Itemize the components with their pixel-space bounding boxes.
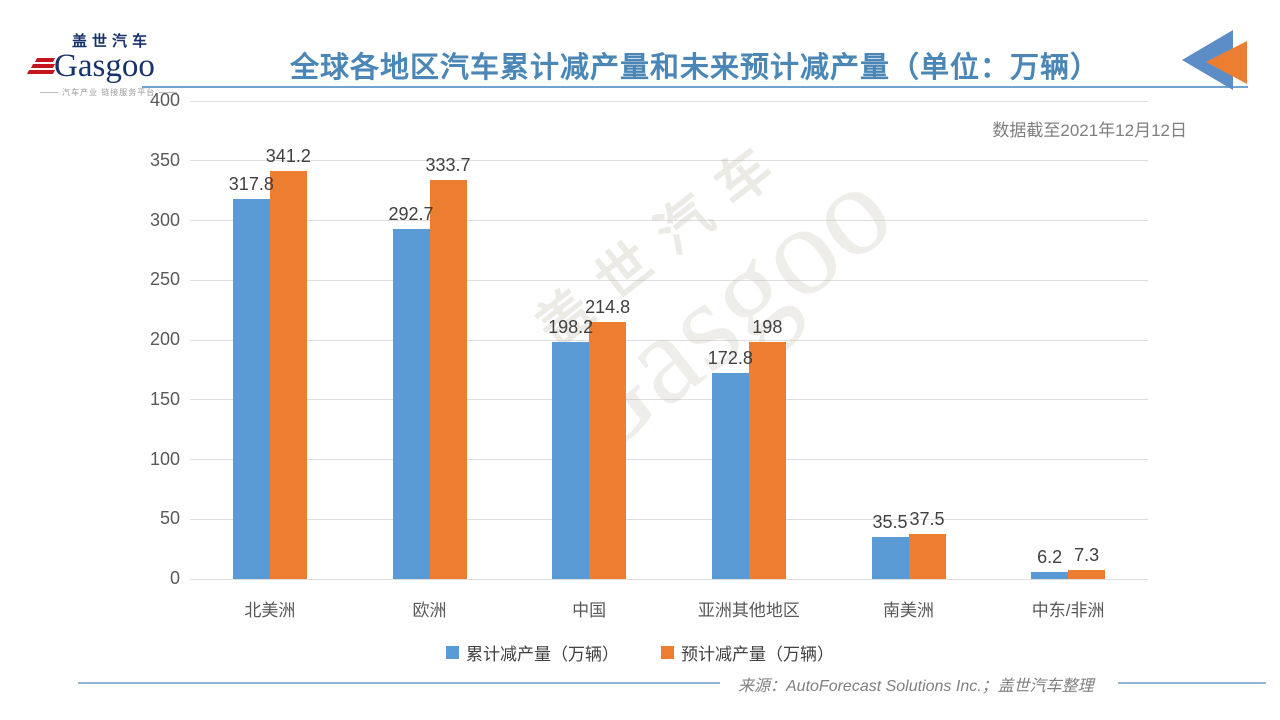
x-axis-category-label: 南美洲: [883, 601, 934, 620]
corner-arrow-icon: [1182, 30, 1247, 90]
gridline: [190, 339, 1148, 341]
bar-value-label: 214.8: [585, 297, 631, 318]
bar-cumulative: [871, 536, 909, 579]
x-axis-category-label: 亚洲其他地区: [697, 601, 800, 620]
y-axis-tick-label: 350: [149, 149, 180, 170]
bar-cumulative: [392, 229, 430, 579]
x-axis-category-label: 欧洲: [412, 601, 447, 620]
x-axis-category-label: 中国: [572, 601, 607, 620]
logo-english-name: Gasgoo: [54, 48, 155, 84]
bar-value-label: 172.8: [707, 347, 753, 368]
logo-tagline: 汽车产业 链接服务平台: [36, 87, 198, 98]
gridline: [190, 100, 1148, 102]
legend-swatch-icon: [661, 646, 674, 659]
gridline: [190, 399, 1148, 401]
gasgoo-logo: 盖世汽车 Gasgoo 汽车产业 链接服务平台: [26, 33, 198, 98]
y-axis-tick-label: 250: [149, 269, 180, 290]
y-axis-tick-label: 150: [149, 388, 180, 409]
gridline: [190, 459, 1148, 460]
legend-label: 累计减产量（万辆）: [466, 645, 619, 664]
data-cutoff-note: 数据截至2021年12月12日: [992, 121, 1187, 140]
logo-chinese-name: 盖世汽车: [72, 33, 153, 50]
bar-forecast: [1068, 570, 1106, 579]
bar-value-label: 317.8: [228, 174, 274, 195]
bar-forecast: [429, 180, 467, 579]
bar-cumulative: [552, 342, 590, 579]
bar-value-label: 341.2: [265, 146, 311, 167]
bar-value-label: 198.2: [548, 317, 594, 338]
title-underline: [142, 86, 1248, 88]
bar-value-label: 35.5: [872, 511, 908, 532]
bar-cumulative: [711, 372, 749, 579]
bar-value-label: 7.3: [1074, 545, 1100, 566]
y-axis-tick-label: 200: [149, 329, 180, 349]
legend-item-cumulative: 累计减产量（万辆）: [446, 640, 619, 665]
x-axis-category-label: 中东/非洲: [1031, 601, 1105, 620]
chart-title: 全球各地区汽车累计减产量和未来预计减产量（单位：万辆）: [289, 52, 1100, 84]
y-axis-tick-label: 50: [159, 508, 180, 529]
bar-cumulative: [232, 199, 270, 579]
bar-forecast: [269, 171, 307, 579]
bar-forecast: [748, 342, 786, 579]
logo-wordmark: Gasgoo: [26, 48, 198, 84]
legend: 累计减产量（万辆） 预计减产量（万辆）: [0, 640, 1280, 665]
gridline: [190, 220, 1148, 221]
gridline: [190, 279, 1148, 281]
legend-label: 预计减产量（万辆）: [681, 645, 834, 664]
y-axis-tick-label: 400: [149, 90, 180, 110]
bar-value-label: 333.7: [425, 155, 471, 176]
bar-forecast: [589, 322, 627, 579]
bar-value-label: 37.5: [909, 509, 945, 530]
y-axis-tick-label: 300: [149, 209, 180, 230]
source-note: 来源：AutoForecast Solutions Inc.；盖世汽车整理: [738, 678, 1094, 695]
legend-item-forecast: 预计减产量（万辆）: [661, 640, 834, 665]
footer-rule-right: [1118, 682, 1266, 684]
gridline: [190, 518, 1148, 520]
y-axis-tick-label: 0: [169, 568, 180, 588]
bar-cumulative: [1031, 571, 1069, 579]
bar-value-label: 6.2: [1037, 546, 1063, 567]
gridline: [190, 578, 1148, 580]
bar-value-label: 198: [752, 317, 783, 338]
y-axis-tick-label: 100: [149, 448, 180, 469]
footer-rule-left: [78, 682, 720, 684]
bar-forecast: [908, 534, 946, 579]
legend-swatch-icon: [446, 646, 459, 659]
bar-value-label: 292.7: [388, 204, 434, 225]
x-axis-category-label: 北美洲: [244, 601, 296, 620]
gridline: [190, 160, 1148, 162]
